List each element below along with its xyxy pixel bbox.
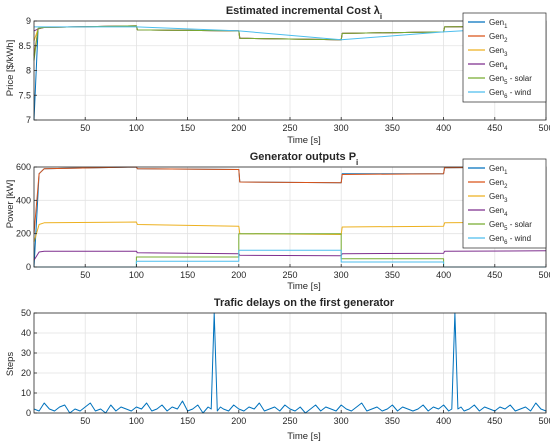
x-tick-label: 450 — [487, 416, 502, 426]
panel-cost-xlabel: Time [s] — [287, 135, 320, 146]
panel-power-ylabel: Power [kW] — [5, 180, 16, 229]
x-tick-label: 200 — [231, 123, 246, 133]
legend-label: Gen1 — [489, 164, 508, 176]
x-tick-label: 300 — [334, 416, 349, 426]
x-tick-label: 400 — [436, 270, 451, 280]
x-tick-label: 150 — [180, 123, 195, 133]
panel-cost: Estimated incremental Cost λi Price [$/k… — [5, 5, 550, 146]
legend-label: Gen4 — [489, 60, 508, 72]
legend-label: Gen5 - solar — [489, 220, 532, 232]
series-line-cost-6 — [34, 25, 547, 41]
y-tick-label: 200 — [16, 229, 31, 239]
x-tick-label: 450 — [487, 270, 502, 280]
x-tick-label: 200 — [231, 416, 246, 426]
panel-power-xlabel: Time [s] — [287, 281, 320, 292]
y-tick-label: 7 — [26, 115, 31, 125]
legend-label: Gen4 — [489, 206, 508, 218]
y-tick-label: 600 — [16, 162, 31, 172]
x-tick-label: 100 — [129, 416, 144, 426]
x-tick-label: 500 — [538, 416, 550, 426]
x-tick-label: 100 — [129, 270, 144, 280]
y-tick-label: 30 — [21, 348, 31, 358]
x-tick-label: 150 — [180, 270, 195, 280]
y-tick-label: 50 — [21, 308, 31, 318]
legend-label: Gen6 - wind — [489, 234, 531, 246]
x-tick-label: 250 — [282, 416, 297, 426]
panel-cost-ylabel: Price [$/kWh] — [5, 40, 16, 97]
x-tick-label: 250 — [282, 123, 297, 133]
panel-delays: Trafic delays on the first generator Ste… — [5, 297, 550, 442]
series-line-cost-5 — [33, 25, 547, 61]
panel-delays-ylabel: Steps — [5, 352, 16, 377]
x-tick-label: 150 — [180, 416, 195, 426]
legend-label: Gen1 — [489, 18, 508, 30]
x-tick-label: 100 — [129, 123, 144, 133]
panel-power: Generator outputs Pi Power [kW] Time [s]… — [5, 151, 550, 292]
y-tick-label: 7.5 — [18, 90, 31, 100]
x-tick-label: 350 — [385, 416, 400, 426]
x-tick-label: 500 — [538, 123, 550, 133]
legend-label: Gen3 — [489, 192, 508, 204]
x-tick-label: 400 — [436, 416, 451, 426]
x-tick-label: 450 — [487, 123, 502, 133]
legend-label: Gen2 — [489, 32, 508, 44]
x-tick-label: 50 — [80, 416, 90, 426]
legend-label: Gen2 — [489, 178, 508, 190]
x-tick-label: 200 — [231, 270, 246, 280]
y-tick-label: 0 — [26, 262, 31, 272]
panel-cost-title: Estimated incremental Cost λi — [226, 5, 382, 21]
x-tick-label: 50 — [80, 270, 90, 280]
y-tick-label: 400 — [16, 195, 31, 205]
y-tick-label: 10 — [21, 388, 31, 398]
legend-label: Gen5 - solar — [489, 74, 532, 86]
x-tick-label: 350 — [385, 123, 400, 133]
series-line-power-3 — [33, 221, 547, 243]
legend-power: Gen1 Gen2 Gen3 Gen4 Gen5 - solar Gen6 - wind — [462, 158, 547, 249]
x-tick-label: 300 — [334, 270, 349, 280]
legend-box — [462, 12, 547, 103]
series-line-delays-1 — [33, 312, 547, 414]
x-tick-label: 250 — [282, 270, 297, 280]
x-tick-label: 50 — [80, 123, 90, 133]
y-tick-label: 0 — [26, 408, 31, 418]
y-tick-label: 20 — [21, 368, 31, 378]
legend-cost: Gen1 Gen2 Gen3 Gen4 Gen5 - solar Gen6 - wind — [462, 12, 547, 103]
series-line-power-2 — [33, 166, 547, 234]
legend-label: Gen6 - wind — [489, 88, 531, 100]
x-tick-label: 400 — [436, 123, 451, 133]
y-tick-label: 8 — [26, 66, 31, 76]
x-tick-label: 350 — [385, 270, 400, 280]
y-tick-label: 40 — [21, 328, 31, 338]
panel-power-title: Generator outputs Pi — [250, 151, 359, 167]
x-tick-label: 300 — [334, 123, 349, 133]
x-tick-label: 500 — [538, 270, 550, 280]
y-tick-label: 9 — [26, 16, 31, 26]
legend-label: Gen3 — [489, 46, 508, 58]
y-tick-label: 8.5 — [18, 41, 31, 51]
panel-delays-xlabel: Time [s] — [287, 431, 320, 442]
legend-box — [462, 158, 547, 249]
panel-delays-title: Trafic delays on the first generator — [214, 297, 395, 309]
